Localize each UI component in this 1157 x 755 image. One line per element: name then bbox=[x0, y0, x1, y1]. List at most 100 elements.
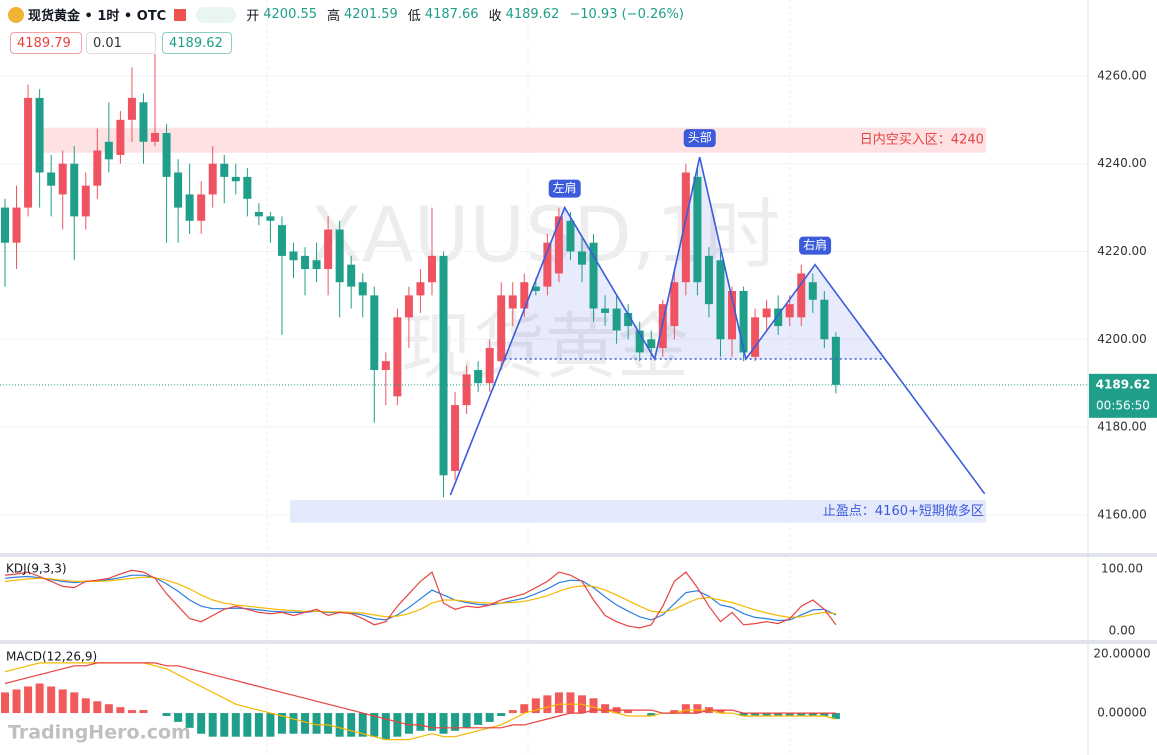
histogram-bar bbox=[1, 692, 9, 714]
candle-body bbox=[197, 194, 206, 221]
pattern-label: 右肩 bbox=[803, 237, 827, 252]
histogram-bar bbox=[70, 692, 79, 714]
histogram-bar bbox=[739, 713, 748, 717]
candle-body bbox=[358, 282, 367, 296]
candle-body bbox=[820, 299, 829, 340]
histogram-bar bbox=[289, 713, 298, 734]
y-tick-label: 4160.00 bbox=[1097, 507, 1147, 521]
histogram-bar bbox=[797, 713, 806, 717]
pattern-label-box bbox=[683, 129, 716, 148]
candle-body bbox=[785, 304, 794, 318]
histogram-bar bbox=[831, 713, 840, 719]
histogram-bar bbox=[762, 713, 771, 717]
candle-body bbox=[543, 242, 552, 287]
high-value: 4201.59 bbox=[344, 7, 398, 22]
histogram-bar bbox=[404, 713, 413, 734]
histogram-bar bbox=[566, 692, 575, 714]
quantity[interactable]: 0.01 bbox=[86, 32, 156, 54]
candle-body bbox=[254, 211, 263, 217]
histogram-bar bbox=[370, 713, 379, 737]
histogram-bar bbox=[497, 713, 506, 717]
candle-body bbox=[497, 295, 506, 362]
histogram-bar bbox=[785, 713, 794, 717]
histogram-bar bbox=[808, 713, 817, 717]
candle-body bbox=[578, 251, 586, 265]
candle-body bbox=[185, 194, 194, 221]
candle-body bbox=[520, 282, 529, 309]
candle-body bbox=[1, 207, 9, 243]
open-value: 4200.55 bbox=[263, 7, 318, 22]
candle-body bbox=[531, 286, 540, 291]
candle-body bbox=[116, 119, 125, 155]
histogram-bar bbox=[254, 713, 263, 737]
pattern-line bbox=[449, 156, 986, 496]
zone-label: 日内空买入区：4240 bbox=[860, 132, 984, 148]
candle-body bbox=[231, 176, 240, 182]
zone bbox=[290, 499, 986, 523]
candle-body bbox=[208, 163, 217, 195]
histogram-bar bbox=[508, 710, 517, 714]
histogram-bar bbox=[451, 713, 460, 731]
toggle-icon[interactable] bbox=[196, 6, 237, 23]
histogram-bar bbox=[81, 698, 90, 714]
y-tick-label: 100.00 bbox=[1101, 562, 1143, 576]
sell-price[interactable]: 4189.79 bbox=[10, 32, 82, 54]
candle-body bbox=[624, 312, 633, 327]
histogram-bar bbox=[520, 704, 529, 714]
buy-price[interactable]: 4189.62 bbox=[162, 32, 232, 54]
candle-body bbox=[670, 282, 679, 327]
y-tick-label: 4200.00 bbox=[1097, 332, 1147, 346]
candle-body bbox=[243, 176, 252, 199]
candle-body bbox=[462, 374, 471, 406]
candle-body bbox=[381, 361, 390, 370]
histogram-bar bbox=[670, 710, 679, 714]
histogram-bar bbox=[231, 713, 240, 737]
candle-body bbox=[404, 295, 413, 318]
candle-body bbox=[35, 97, 44, 173]
candle-body bbox=[127, 97, 136, 120]
histogram-bar bbox=[543, 695, 552, 714]
histogram-bar bbox=[185, 713, 194, 728]
y-tick-label: 4180.00 bbox=[1097, 420, 1147, 434]
low-label: 低 bbox=[407, 9, 421, 24]
y-tick-label: 4240.00 bbox=[1097, 156, 1147, 170]
close-value: 4189.62 bbox=[505, 7, 560, 22]
histogram-bar bbox=[312, 713, 321, 734]
pattern-label-box bbox=[799, 236, 832, 255]
histogram-bar bbox=[554, 692, 563, 714]
histogram-bar bbox=[93, 701, 102, 714]
candle-body bbox=[612, 308, 621, 331]
histogram-bar bbox=[474, 713, 483, 725]
histogram-bar bbox=[358, 713, 367, 737]
high-label: 高 bbox=[327, 9, 341, 24]
histogram-bar bbox=[462, 713, 471, 728]
histogram-bar bbox=[208, 713, 217, 737]
candle-body bbox=[335, 229, 344, 283]
candle-body bbox=[93, 150, 102, 186]
candle-body bbox=[58, 163, 67, 195]
price-tag-label: 4189.62 bbox=[1096, 377, 1151, 391]
histogram-bar bbox=[589, 698, 598, 714]
candle-body bbox=[301, 255, 310, 270]
y-tick-label: 0.00 bbox=[1109, 624, 1136, 638]
candle-body bbox=[474, 369, 483, 384]
histogram-bar bbox=[624, 710, 633, 714]
candle-body bbox=[566, 220, 575, 252]
candle-body bbox=[312, 260, 321, 270]
candle-body bbox=[47, 172, 56, 186]
candle-body bbox=[70, 163, 79, 217]
histogram-bar bbox=[347, 713, 356, 737]
candle-body bbox=[635, 330, 644, 353]
histogram-bar bbox=[324, 713, 333, 734]
candle-body bbox=[370, 295, 379, 370]
histogram-bar bbox=[774, 713, 783, 717]
y-tick-label: 4220.00 bbox=[1097, 244, 1147, 258]
histogram-bar bbox=[439, 713, 448, 734]
histogram-bar bbox=[716, 710, 725, 714]
histogram-bar bbox=[820, 713, 829, 717]
candle-body bbox=[751, 317, 760, 357]
histogram-bar bbox=[485, 713, 494, 722]
flag-icon[interactable] bbox=[174, 8, 187, 21]
candle-body bbox=[762, 308, 771, 318]
